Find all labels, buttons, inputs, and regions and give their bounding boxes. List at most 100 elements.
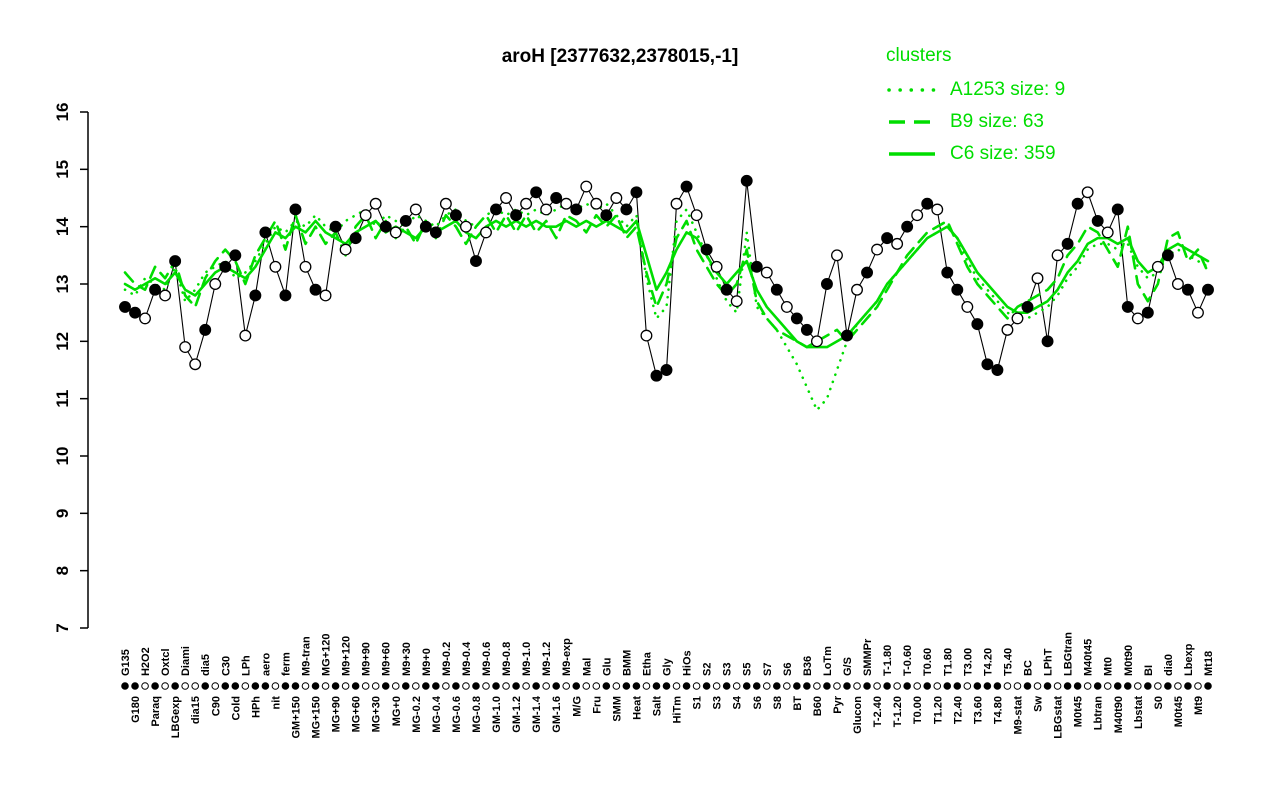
x-axis-marker [221, 682, 230, 690]
data-point-open [159, 289, 172, 302]
data-point-open [560, 197, 573, 210]
data-point-filled [309, 283, 322, 296]
x-axis-label: Heat [631, 696, 643, 720]
data-point-filled [620, 203, 633, 216]
x-axis-marker [672, 682, 681, 690]
x-axis-label: T-1.20 [892, 696, 904, 727]
data-point-filled [881, 232, 894, 245]
data-point-open [1101, 226, 1114, 239]
data-point-open [409, 203, 422, 216]
x-axis-marker [642, 682, 651, 690]
x-axis-label: MG+30 [371, 696, 383, 732]
x-axis-label: Fru [591, 696, 603, 714]
x-axis-marker [1083, 682, 1092, 690]
x-axis-label: S7 [762, 663, 774, 676]
x-axis-marker [1204, 682, 1212, 690]
x-axis-label: dia15 [190, 696, 202, 724]
x-axis-marker [331, 682, 340, 690]
data-point-open [369, 197, 382, 210]
data-point-open [670, 197, 683, 210]
x-axis-label: GM-1.2 [511, 696, 523, 733]
data-point-filled [800, 323, 813, 336]
x-axis-marker [562, 682, 571, 690]
x-axis-label: M9-0.2 [441, 642, 453, 676]
data-point-filled [199, 323, 212, 336]
data-point-filled [510, 209, 523, 222]
x-axis-label: M9-exp [561, 638, 573, 676]
x-axis-marker [1043, 682, 1052, 690]
x-axis-label: Mal [581, 658, 593, 676]
data-point-open [780, 300, 793, 313]
data-point-open [1192, 306, 1204, 319]
data-point-filled [1071, 197, 1084, 210]
data-point-filled [1091, 214, 1104, 227]
x-axis-marker [572, 682, 581, 690]
x-axis-label: M40t90 [1113, 696, 1125, 733]
data-point-open [760, 266, 773, 279]
x-axis-marker [492, 682, 500, 690]
legend-entry-c6: C6 size: 359 [886, 142, 1065, 166]
x-axis-marker [211, 682, 220, 690]
x-axis-marker [883, 682, 891, 690]
x-axis-label: S6 [782, 663, 794, 676]
x-axis-label: HiOs [682, 650, 694, 676]
x-axis-label: LPh [240, 655, 252, 676]
x-axis-marker [602, 682, 611, 690]
x-axis-label: nit [270, 696, 282, 710]
x-axis-label: GM-1.6 [551, 696, 563, 733]
x-axis-marker [462, 682, 470, 690]
x-axis-label: MG+120 [321, 634, 333, 677]
x-axis-marker [1154, 682, 1162, 690]
x-axis-marker [131, 682, 139, 690]
x-axis-marker [522, 682, 530, 690]
x-axis-marker [1073, 682, 1082, 690]
x-axis-label: M9+0 [421, 648, 433, 676]
x-axis-label: S4 [732, 695, 744, 709]
x-axis-marker [933, 682, 942, 690]
x-axis-marker [452, 682, 460, 690]
x-axis-marker [903, 682, 911, 690]
data-point-open [540, 203, 553, 216]
x-axis-marker [1033, 682, 1042, 690]
x-axis-label: SMMPr [862, 638, 874, 676]
data-point-open [269, 260, 282, 273]
x-axis-label: M0t45 [1073, 696, 1085, 727]
x-axis-marker [141, 682, 149, 690]
data-point-open [359, 209, 372, 222]
x-axis-label: Lbstat [1133, 696, 1145, 729]
x-axis-marker [702, 682, 711, 690]
x-axis-label: T3.00 [962, 648, 974, 676]
x-axis-marker [652, 682, 661, 690]
x-axis-label: T-0.60 [902, 645, 914, 676]
x-axis-marker [893, 682, 901, 690]
x-axis-label: B36 [802, 656, 814, 676]
x-axis-label: LBGexp [170, 696, 182, 738]
data-point-filled [680, 180, 693, 193]
x-axis-label: H2O2 [140, 647, 152, 676]
x-axis-label: SMM [611, 696, 623, 722]
x-axis-label: Glu [601, 658, 613, 676]
data-point-filled [349, 232, 362, 245]
y-axis-tick-label: 10 [53, 447, 72, 466]
data-point-filled [470, 255, 482, 268]
data-point-filled [259, 226, 272, 239]
x-axis-label: T-2.40 [872, 696, 884, 727]
x-axis-label: MG-0.6 [451, 696, 463, 733]
data-point-open [961, 300, 974, 313]
x-axis-label: Mt0 [1103, 657, 1115, 676]
data-point-filled [991, 364, 1004, 376]
x-axis-marker [1053, 682, 1062, 690]
data-point-filled [861, 266, 874, 279]
x-axis-marker [632, 682, 641, 690]
x-axis-label: T1.80 [942, 648, 954, 676]
y-axis-tick-label: 14 [53, 217, 72, 236]
data-point-filled [650, 369, 663, 382]
x-axis-marker [913, 682, 921, 690]
x-axis-marker [1194, 682, 1202, 690]
x-axis-marker [983, 682, 992, 690]
data-point-filled [1141, 306, 1154, 319]
x-axis-label: MG+90 [331, 696, 343, 732]
data-point-open [500, 192, 513, 204]
x-axis-marker [542, 682, 550, 690]
data-point-filled [841, 329, 853, 342]
